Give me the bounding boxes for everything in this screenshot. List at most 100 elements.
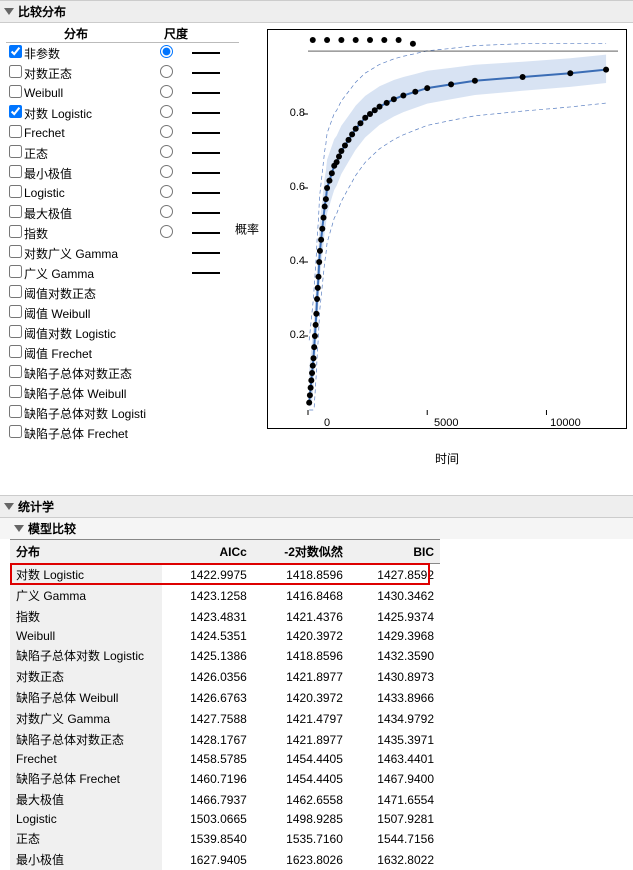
dist-label: 阈值对数 Logistic: [24, 325, 146, 342]
cell-aicc: 1422.9975: [162, 564, 253, 586]
dist-checkbox[interactable]: [9, 325, 22, 338]
col-dist[interactable]: 分布: [10, 540, 162, 564]
cell-neg2ll: 1421.8977: [253, 729, 349, 750]
scale-radio[interactable]: [160, 65, 173, 78]
dist-checkbox[interactable]: [9, 205, 22, 218]
col-bic[interactable]: BIC: [349, 540, 440, 564]
dist-checkbox[interactable]: [9, 285, 22, 298]
table-row[interactable]: 缺陷子总体对数 Logistic1425.13861418.85961432.3…: [10, 645, 440, 666]
table-row[interactable]: 对数广义 Gamma1427.75881421.47971434.9792: [10, 708, 440, 729]
dist-row: 对数 Logistic: [6, 103, 239, 123]
cell-bic: 1430.3462: [349, 585, 440, 606]
table-row[interactable]: 对数 Logistic1422.99751418.85961427.8592: [10, 564, 440, 586]
scale-radio[interactable]: [160, 105, 173, 118]
dist-checkbox[interactable]: [9, 65, 22, 78]
scale-radio[interactable]: [160, 225, 173, 238]
x-axis-label: 时间: [435, 450, 459, 467]
cell-neg2ll: 1418.8596: [253, 564, 349, 586]
model-compare-header[interactable]: 模型比较: [0, 518, 633, 539]
table-row[interactable]: 对数正态1426.03561421.89771430.8973: [10, 666, 440, 687]
dist-checkbox[interactable]: [9, 105, 22, 118]
cell-dist: 对数广义 Gamma: [10, 708, 162, 729]
table-row[interactable]: Weibull1424.53511420.39721429.3968: [10, 627, 440, 645]
dist-checkbox[interactable]: [9, 165, 22, 178]
dist-checkbox[interactable]: [9, 365, 22, 378]
table-row[interactable]: 最小极值1627.94051623.80261632.8022: [10, 849, 440, 870]
dist-checkbox[interactable]: [9, 345, 22, 358]
dist-row: 阈值对数 Logistic: [6, 323, 239, 343]
cell-bic: 1430.8973: [349, 666, 440, 687]
cell-dist: 缺陷子总体 Weibull: [10, 687, 162, 708]
line-sample: [192, 72, 220, 74]
dist-checkbox[interactable]: [9, 185, 22, 198]
cell-dist: 广义 Gamma: [10, 585, 162, 606]
dist-checkbox[interactable]: [9, 305, 22, 318]
dist-checkbox[interactable]: [9, 425, 22, 438]
cell-dist: 最大极值: [10, 789, 162, 810]
probability-chart[interactable]: [267, 29, 627, 429]
dist-checkbox[interactable]: [9, 225, 22, 238]
col-aicc[interactable]: AICc: [162, 540, 253, 564]
line-sample: [192, 172, 220, 174]
cell-bic: 1544.7156: [349, 828, 440, 849]
dist-label: Weibull: [24, 86, 146, 100]
cell-neg2ll: 1421.8977: [253, 666, 349, 687]
col-neg2ll[interactable]: -2对数似然: [253, 540, 349, 564]
line-sample: [192, 212, 220, 214]
table-row[interactable]: Logistic1503.06651498.92851507.9281: [10, 810, 440, 828]
compare-dist-header[interactable]: 比较分布: [0, 0, 633, 23]
dist-label: 缺陷子总体对数正态: [24, 365, 146, 382]
cell-bic: 1463.4401: [349, 750, 440, 768]
cell-bic: 1507.9281: [349, 810, 440, 828]
cell-aicc: 1425.1386: [162, 645, 253, 666]
dist-row: 对数广义 Gamma: [6, 243, 239, 263]
statistics-header[interactable]: 统计学: [0, 495, 633, 518]
dist-header-scale: 尺度: [146, 25, 206, 42]
cell-bic: 1435.3971: [349, 729, 440, 750]
dist-checkbox[interactable]: [9, 385, 22, 398]
scale-radio[interactable]: [160, 125, 173, 138]
line-sample: [192, 252, 220, 254]
table-row[interactable]: 广义 Gamma1423.12581416.84681430.3462: [10, 585, 440, 606]
table-row[interactable]: 缺陷子总体对数正态1428.17671421.89771435.3971: [10, 729, 440, 750]
dist-row: 非参数: [6, 43, 239, 63]
cell-dist: 缺陷子总体 Frechet: [10, 768, 162, 789]
line-sample: [192, 272, 220, 274]
dist-row: 正态: [6, 143, 239, 163]
cell-neg2ll: 1416.8468: [253, 585, 349, 606]
scale-radio[interactable]: [160, 185, 173, 198]
dist-checkbox[interactable]: [9, 245, 22, 258]
cell-neg2ll: 1421.4376: [253, 606, 349, 627]
scale-radio[interactable]: [160, 145, 173, 158]
dist-checkbox[interactable]: [9, 145, 22, 158]
table-row[interactable]: Frechet1458.57851454.44051463.4401: [10, 750, 440, 768]
dist-label: 对数正态: [24, 65, 146, 82]
table-row[interactable]: 缺陷子总体 Frechet1460.71961454.44051467.9400: [10, 768, 440, 789]
cell-neg2ll: 1421.4797: [253, 708, 349, 729]
dist-checkbox[interactable]: [9, 45, 22, 58]
cell-aicc: 1423.1258: [162, 585, 253, 606]
x-tick-label: 5000: [434, 417, 458, 429]
dist-label: 阈值对数正态: [24, 285, 146, 302]
dist-checkbox[interactable]: [9, 265, 22, 278]
dist-checkbox[interactable]: [9, 405, 22, 418]
table-row[interactable]: 指数1423.48311421.43761425.9374: [10, 606, 440, 627]
table-row[interactable]: 最大极值1466.79371462.65581471.6554: [10, 789, 440, 810]
table-row[interactable]: 缺陷子总体 Weibull1426.67631420.39721433.8966: [10, 687, 440, 708]
table-row[interactable]: 正态1539.85401535.71601544.7156: [10, 828, 440, 849]
scale-radio[interactable]: [160, 205, 173, 218]
cell-dist: 正态: [10, 828, 162, 849]
dist-checkbox[interactable]: [9, 85, 22, 98]
cell-aicc: 1627.9405: [162, 849, 253, 870]
dist-row: 最大极值: [6, 203, 239, 223]
line-sample: [192, 112, 220, 114]
dist-label: 缺陷子总体 Weibull: [24, 385, 146, 402]
dist-label: 最小极值: [24, 165, 146, 182]
dist-label: 对数 Logistic: [24, 105, 146, 122]
dist-checkbox[interactable]: [9, 125, 22, 138]
cell-neg2ll: 1420.3972: [253, 687, 349, 708]
scale-radio[interactable]: [160, 165, 173, 178]
scale-radio[interactable]: [160, 85, 173, 98]
scale-radio[interactable]: [160, 45, 173, 58]
dist-row: Logistic: [6, 183, 239, 203]
